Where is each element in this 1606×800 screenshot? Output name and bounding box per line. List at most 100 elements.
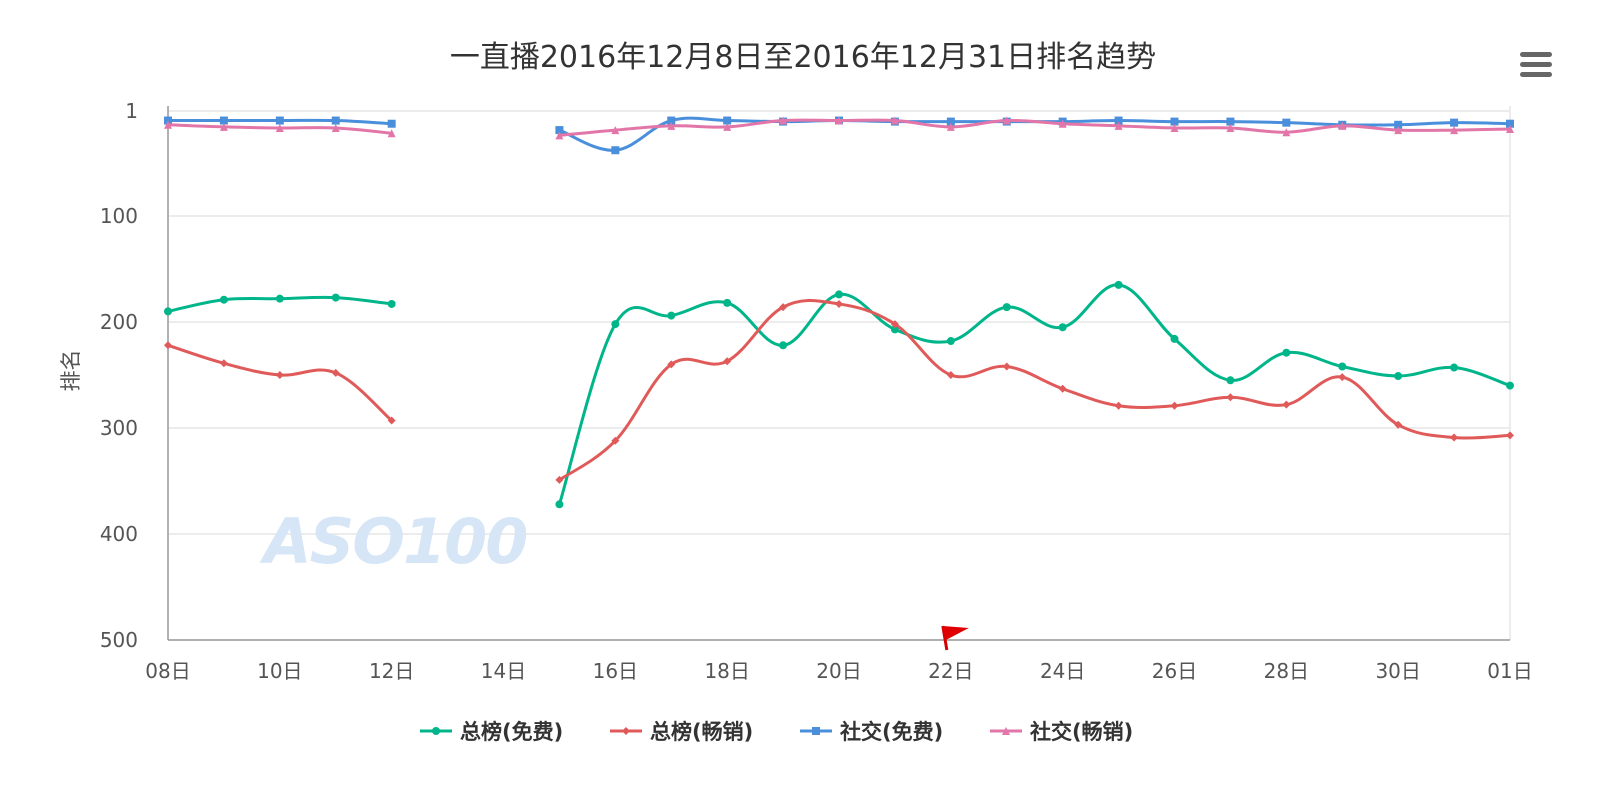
data-point[interactable] [219, 359, 228, 368]
chart-menu-button[interactable] [1518, 50, 1554, 80]
data-point[interactable] [611, 320, 620, 329]
legend-item[interactable]: 社交(畅销) [990, 720, 1133, 744]
data-point[interactable] [1002, 303, 1011, 312]
data-point[interactable] [1058, 384, 1067, 393]
series-line [166, 343, 394, 423]
data-point[interactable] [219, 116, 228, 125]
data-point[interactable] [946, 337, 955, 346]
data-point[interactable] [611, 126, 620, 135]
menu-bar-icon [1520, 72, 1552, 77]
data-point[interactable] [1450, 433, 1459, 442]
data-point[interactable] [1506, 119, 1514, 128]
data-point[interactable] [835, 299, 843, 308]
data-point[interactable] [1506, 381, 1514, 390]
data-point[interactable] [1394, 420, 1403, 429]
data-point[interactable] [667, 360, 676, 369]
data-point[interactable] [1170, 123, 1179, 132]
data-point[interactable] [1170, 401, 1179, 410]
data-point[interactable] [387, 119, 396, 128]
data-point[interactable] [723, 357, 732, 366]
y-tick-label: 200 [100, 310, 138, 334]
data-point[interactable] [1170, 334, 1179, 343]
data-point[interactable] [1002, 116, 1011, 125]
data-point[interactable] [946, 370, 955, 379]
data-point[interactable] [1226, 393, 1235, 402]
data-point[interactable] [555, 126, 564, 135]
data-point[interactable] [1282, 400, 1291, 409]
data-point[interactable] [331, 123, 340, 132]
data-point[interactable] [1170, 117, 1179, 126]
data-point[interactable] [779, 341, 788, 350]
data-point[interactable] [1506, 125, 1514, 134]
data-point[interactable] [164, 341, 172, 350]
data-point[interactable] [387, 416, 396, 425]
data-point[interactable] [275, 123, 284, 132]
data-point[interactable] [723, 298, 732, 307]
x-tick-label: 20日 [816, 659, 861, 683]
data-point[interactable] [1226, 376, 1235, 385]
data-point[interactable] [1450, 363, 1459, 372]
data-point[interactable] [555, 475, 564, 484]
data-point[interactable] [1338, 362, 1347, 371]
data-point[interactable] [611, 436, 620, 445]
data-point[interactable] [1450, 118, 1459, 127]
data-point[interactable] [723, 116, 732, 125]
data-point[interactable] [1394, 120, 1403, 129]
data-point[interactable] [1058, 323, 1067, 332]
data-point[interactable] [555, 131, 564, 140]
data-point[interactable] [1226, 123, 1235, 132]
data-point[interactable] [1394, 372, 1403, 381]
data-point[interactable] [1282, 128, 1291, 137]
data-point[interactable] [387, 129, 396, 138]
data-point[interactable] [1282, 118, 1291, 127]
flag-pole [941, 625, 949, 651]
data-point[interactable] [779, 303, 788, 312]
data-point[interactable] [1114, 121, 1123, 130]
data-point[interactable] [1394, 126, 1403, 135]
legend-item[interactable]: 总榜(免费) [420, 720, 563, 744]
data-point[interactable] [946, 117, 955, 126]
data-point[interactable] [164, 307, 172, 316]
data-point[interactable] [723, 122, 732, 131]
data-point[interactable] [1002, 362, 1011, 371]
data-point[interactable] [667, 116, 676, 125]
data-point[interactable] [555, 500, 564, 509]
data-point[interactable] [1114, 401, 1123, 410]
data-point[interactable] [219, 122, 228, 131]
data-point[interactable] [1282, 348, 1291, 357]
data-point[interactable] [835, 290, 843, 299]
axes-layer: 1 100 200 300 400 500 08日 10日 12日 14日 16日 18日 20日 22日… [59, 99, 1533, 683]
data-point[interactable] [164, 116, 172, 125]
data-point[interactable] [275, 294, 284, 303]
data-point[interactable] [1506, 431, 1514, 440]
data-point[interactable] [890, 325, 899, 334]
data-point[interactable] [387, 299, 396, 308]
data-point[interactable] [667, 311, 676, 320]
data-point[interactable] [1114, 280, 1123, 289]
data-point[interactable] [890, 116, 899, 125]
data-point[interactable] [779, 116, 788, 125]
data-point[interactable] [835, 116, 843, 125]
data-point[interactable] [890, 320, 899, 329]
legend-item[interactable]: 社交(免费) [800, 720, 943, 744]
data-point[interactable] [331, 368, 340, 377]
data-point[interactable] [331, 293, 340, 302]
data-point[interactable] [1450, 126, 1459, 135]
legend-label: 社交(畅销) [1029, 720, 1133, 744]
data-point[interactable] [946, 122, 955, 131]
data-point[interactable] [275, 116, 284, 125]
legend-item[interactable]: 总榜(畅销) [610, 720, 753, 744]
data-point[interactable] [275, 370, 284, 379]
data-point[interactable] [1058, 119, 1067, 128]
legend-label: 总榜(畅销) [650, 720, 753, 744]
data-point[interactable] [611, 146, 620, 155]
data-point[interactable] [219, 295, 228, 304]
data-point[interactable] [331, 116, 340, 125]
data-point[interactable] [1114, 116, 1123, 125]
data-point[interactable] [1338, 373, 1347, 382]
data-point[interactable] [1338, 121, 1347, 130]
data-point[interactable] [667, 121, 676, 130]
data-point[interactable] [1226, 117, 1235, 126]
data-point[interactable] [164, 120, 172, 129]
watermark: ASO100 [259, 505, 529, 578]
